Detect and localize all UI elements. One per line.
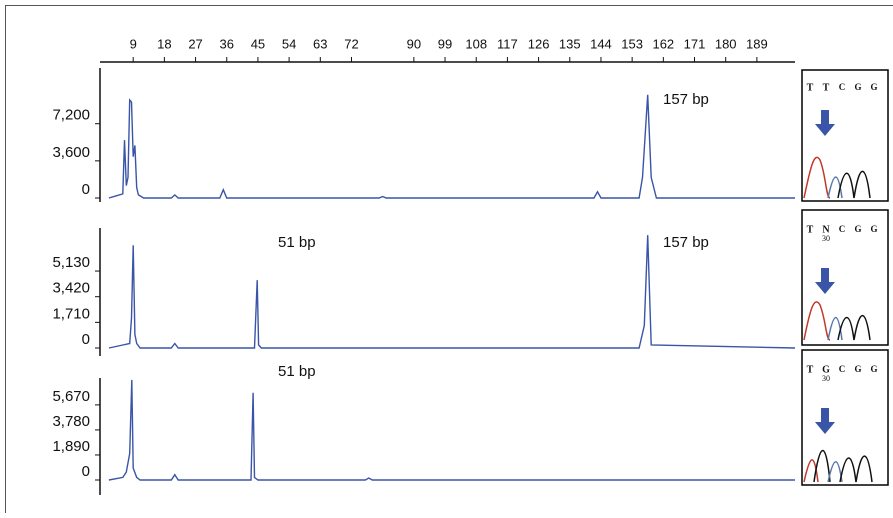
x-tick-label: 45: [251, 36, 265, 51]
x-tick-label: 9: [130, 36, 137, 51]
x-tick-label: 135: [559, 36, 581, 51]
y-tick-label: 7,200: [52, 107, 90, 124]
base-position: 30: [822, 234, 830, 243]
x-tick-label: 189: [746, 36, 768, 51]
y-tick-label: 3,420: [52, 280, 90, 297]
peak-annotation: 157 bp: [663, 91, 709, 108]
x-tick-label: 108: [465, 36, 487, 51]
base-letter: T: [807, 82, 814, 93]
peak-annotation: 51 bp: [278, 363, 316, 380]
y-tick-label: 1,710: [52, 305, 90, 322]
base-letter: C: [839, 224, 846, 234]
base-letter: G: [854, 82, 861, 92]
x-tick-label: 144: [590, 36, 612, 51]
y-tick-label: 5,670: [52, 388, 90, 405]
y-tick-label: 0: [82, 463, 90, 480]
x-tick-label: 63: [313, 36, 327, 51]
base-position: 30: [822, 374, 830, 383]
base-letter: C: [839, 364, 846, 374]
base-letter: T: [807, 364, 814, 375]
y-tick-label: 0: [82, 331, 90, 348]
y-tick-label: 1,890: [52, 438, 90, 455]
x-tick-label: 18: [157, 36, 171, 51]
x-tick-label: 99: [438, 36, 452, 51]
x-tick-label: 171: [684, 36, 706, 51]
x-tick-label: 180: [715, 36, 737, 51]
trace-line: [109, 95, 795, 198]
peak-annotation: 157 bp: [663, 234, 709, 251]
x-tick-label: 72: [344, 36, 358, 51]
x-tick-label: 27: [188, 36, 202, 51]
frame: [6, 6, 893, 514]
base-letter: T: [807, 224, 814, 235]
base-letter: G: [870, 364, 877, 374]
x-tick-label: 90: [407, 36, 421, 51]
base-letter: G: [854, 224, 861, 234]
y-tick-label: 0: [82, 181, 90, 198]
base-letter: T: [823, 82, 830, 93]
x-tick-label: 162: [652, 36, 674, 51]
y-tick-label: 3,780: [52, 413, 90, 430]
y-tick-label: 3,600: [52, 144, 90, 161]
x-tick-label: 126: [528, 36, 550, 51]
base-letter: C: [839, 82, 846, 92]
x-tick-label: 117: [497, 36, 518, 51]
base-letter: G: [870, 82, 877, 92]
peak-annotation: 51 bp: [278, 234, 316, 251]
y-tick-label: 5,130: [52, 254, 90, 271]
x-tick-label: 54: [282, 36, 296, 51]
trace-line: [109, 380, 795, 480]
figure: TTCGGTNCGG30TGCGG30 91827364554637290991…: [0, 0, 893, 513]
x-tick-label: 36: [220, 36, 234, 51]
base-letter: G: [870, 224, 877, 234]
trace-line: [109, 235, 795, 348]
base-letter: G: [854, 364, 861, 374]
x-tick-label: 153: [621, 36, 643, 51]
